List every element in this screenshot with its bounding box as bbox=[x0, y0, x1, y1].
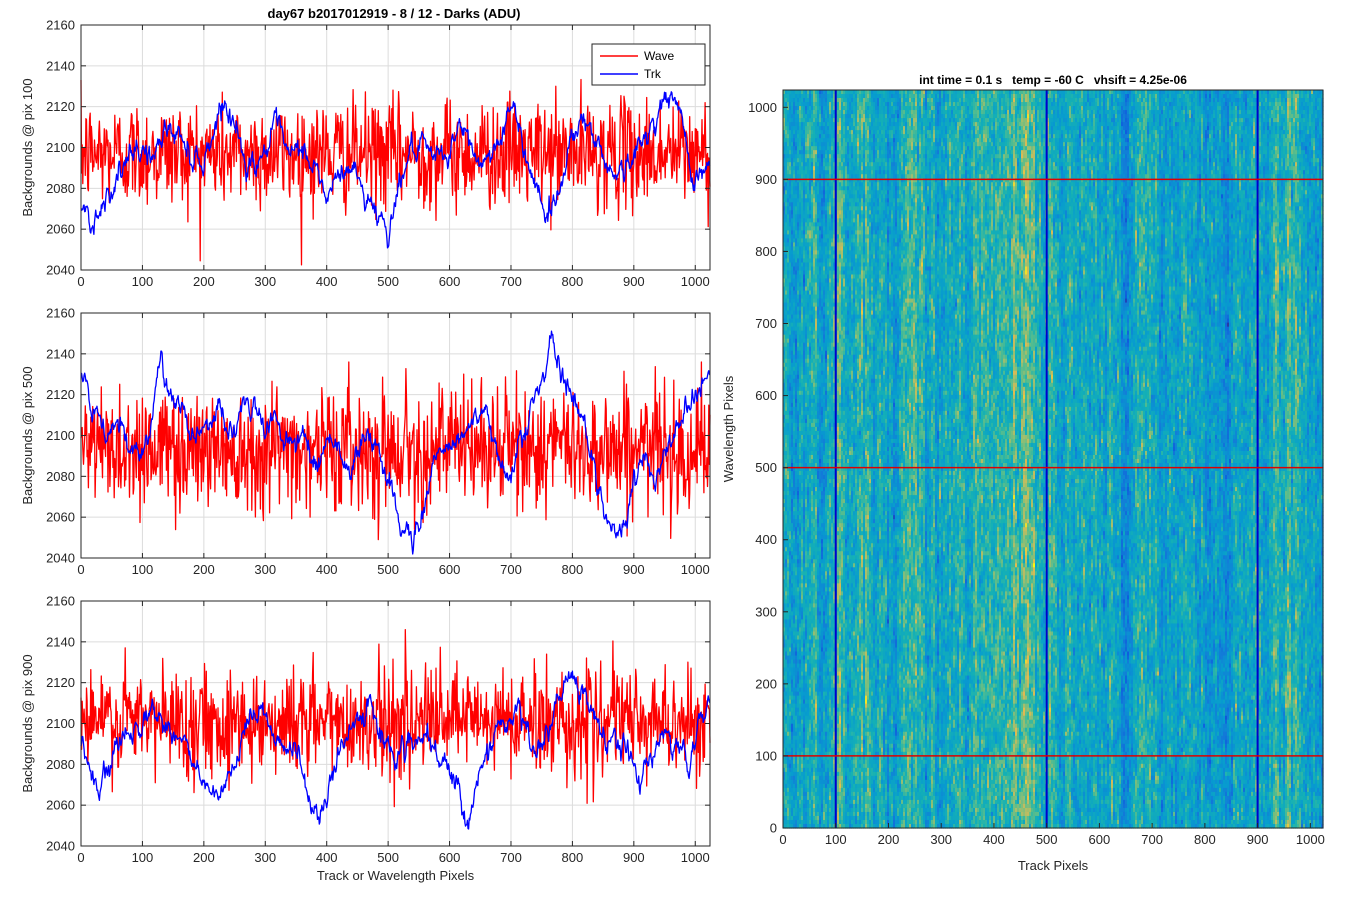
y-tick-label: 2120 bbox=[46, 99, 75, 114]
x-tick-label: 500 bbox=[377, 850, 399, 865]
line-panel-pix-900: 0 100 200 300 400 500 600 700 800 900 1000 2040 2060… bbox=[20, 594, 710, 884]
x-tick-label: 400 bbox=[316, 562, 338, 577]
x-tick-label: 600 bbox=[439, 562, 461, 577]
y-tick-label: 2040 bbox=[46, 263, 75, 278]
x-tick-label: 500 bbox=[377, 274, 399, 289]
x-tick-label: 600 bbox=[439, 274, 461, 289]
y-tick-label: 2040 bbox=[46, 551, 75, 566]
figure-title: day67 b2017012919 - 8 / 12 - Darks (ADU) bbox=[268, 6, 521, 21]
x-tick-label: 200 bbox=[878, 832, 900, 847]
x-tick-label: 500 bbox=[377, 562, 399, 577]
y-tick-label: 700 bbox=[755, 316, 777, 331]
x-tick-label: 600 bbox=[1089, 832, 1111, 847]
x-tick-label: 0 bbox=[77, 274, 84, 289]
x-tick-label: 700 bbox=[500, 274, 522, 289]
y-tick-label: 900 bbox=[755, 172, 777, 187]
y-tick-label: 2040 bbox=[46, 839, 75, 854]
legend-entry: Wave bbox=[644, 49, 675, 63]
legend-entry: Trk bbox=[644, 67, 662, 81]
x-tick-label: 400 bbox=[983, 832, 1005, 847]
x-tick-label: 100 bbox=[132, 562, 154, 577]
y-tick-label: 2080 bbox=[46, 757, 75, 772]
line-panel-pix-500: 0 100 200 300 400 500 600 700 800 900 1000 2040 2060… bbox=[20, 306, 710, 578]
y-tick-label: 0 bbox=[770, 821, 777, 836]
x-tick-label: 700 bbox=[1141, 832, 1163, 847]
x-tick-label: 800 bbox=[562, 274, 584, 289]
x-tick-label: 300 bbox=[254, 562, 276, 577]
y-axis-label: Backgrounds @ pix 900 bbox=[20, 654, 35, 792]
x-tick-label: 400 bbox=[316, 274, 338, 289]
x-tick-label: 200 bbox=[193, 562, 215, 577]
y-tick-label: 2060 bbox=[46, 510, 75, 525]
x-tick-label: 900 bbox=[623, 850, 645, 865]
y-axis-label: Backgrounds @ pix 100 bbox=[20, 78, 35, 216]
y-tick-label: 2060 bbox=[46, 798, 75, 813]
x-tick-label: 0 bbox=[77, 850, 84, 865]
x-tick-label: 1000 bbox=[681, 562, 710, 577]
y-tick-label: 100 bbox=[755, 748, 777, 763]
y-tick-label: 800 bbox=[755, 244, 777, 259]
x-tick-label: 900 bbox=[623, 562, 645, 577]
y-axis-label: Wavelength Pixels bbox=[721, 375, 736, 482]
x-tick-label: 200 bbox=[193, 850, 215, 865]
y-tick-label: 2080 bbox=[46, 181, 75, 196]
y-tick-label: 2140 bbox=[46, 634, 75, 649]
x-axis-label: Track Pixels bbox=[1018, 858, 1089, 873]
line-panel-pix-100: 0 100 200 300 400 500 600 700 800 900 1000 2040 2060… bbox=[20, 18, 710, 290]
x-tick-label: 300 bbox=[254, 850, 276, 865]
y-tick-label: 2140 bbox=[46, 346, 75, 361]
heatmap-panel: 0 100 200 300 400 500 600 700 800 900 1000 0 100 200 3… bbox=[721, 73, 1325, 873]
y-tick-label: 2080 bbox=[46, 469, 75, 484]
y-tick-label: 400 bbox=[755, 532, 777, 547]
x-tick-label: 800 bbox=[562, 562, 584, 577]
y-tick-label: 2120 bbox=[46, 387, 75, 402]
x-tick-label: 300 bbox=[254, 274, 276, 289]
x-tick-label: 700 bbox=[500, 850, 522, 865]
y-tick-label: 2060 bbox=[46, 222, 75, 237]
heatmap-image bbox=[783, 90, 1324, 829]
y-axis-label: Backgrounds @ pix 500 bbox=[20, 366, 35, 504]
y-tick-label: 500 bbox=[755, 460, 777, 475]
x-tick-label: 700 bbox=[500, 562, 522, 577]
y-tick-label: 2160 bbox=[46, 306, 75, 321]
y-tick-label: 2120 bbox=[46, 675, 75, 690]
x-tick-label: 100 bbox=[132, 850, 154, 865]
x-tick-label: 100 bbox=[132, 274, 154, 289]
x-tick-label: 0 bbox=[779, 832, 786, 847]
x-axis-label: Track or Wavelength Pixels bbox=[317, 868, 475, 883]
x-tick-label: 900 bbox=[623, 274, 645, 289]
x-tick-label: 1000 bbox=[681, 850, 710, 865]
y-tick-label: 2160 bbox=[46, 594, 75, 609]
x-tick-label: 0 bbox=[77, 562, 84, 577]
x-tick-label: 600 bbox=[439, 850, 461, 865]
y-tick-label: 600 bbox=[755, 388, 777, 403]
y-tick-label: 2100 bbox=[46, 140, 75, 155]
y-tick-label: 2160 bbox=[46, 18, 75, 33]
y-tick-label: 2100 bbox=[46, 428, 75, 443]
x-tick-label: 900 bbox=[1247, 832, 1269, 847]
y-tick-label: 2140 bbox=[46, 58, 75, 73]
y-tick-label: 300 bbox=[755, 604, 777, 619]
heatmap-title: int time = 0.1 s temp = -60 C vhsift = 4… bbox=[919, 73, 1187, 87]
x-tick-label: 100 bbox=[825, 832, 847, 847]
x-tick-label: 1000 bbox=[681, 274, 710, 289]
y-tick-label: 200 bbox=[755, 676, 777, 691]
x-tick-label: 1000 bbox=[1296, 832, 1325, 847]
x-tick-label: 800 bbox=[1194, 832, 1216, 847]
y-tick-label: 2100 bbox=[46, 716, 75, 731]
x-tick-label: 200 bbox=[193, 274, 215, 289]
x-tick-label: 300 bbox=[930, 832, 952, 847]
x-tick-label: 400 bbox=[316, 850, 338, 865]
x-tick-label: 800 bbox=[562, 850, 584, 865]
x-tick-label: 500 bbox=[1036, 832, 1058, 847]
y-tick-label: 1000 bbox=[748, 100, 777, 115]
